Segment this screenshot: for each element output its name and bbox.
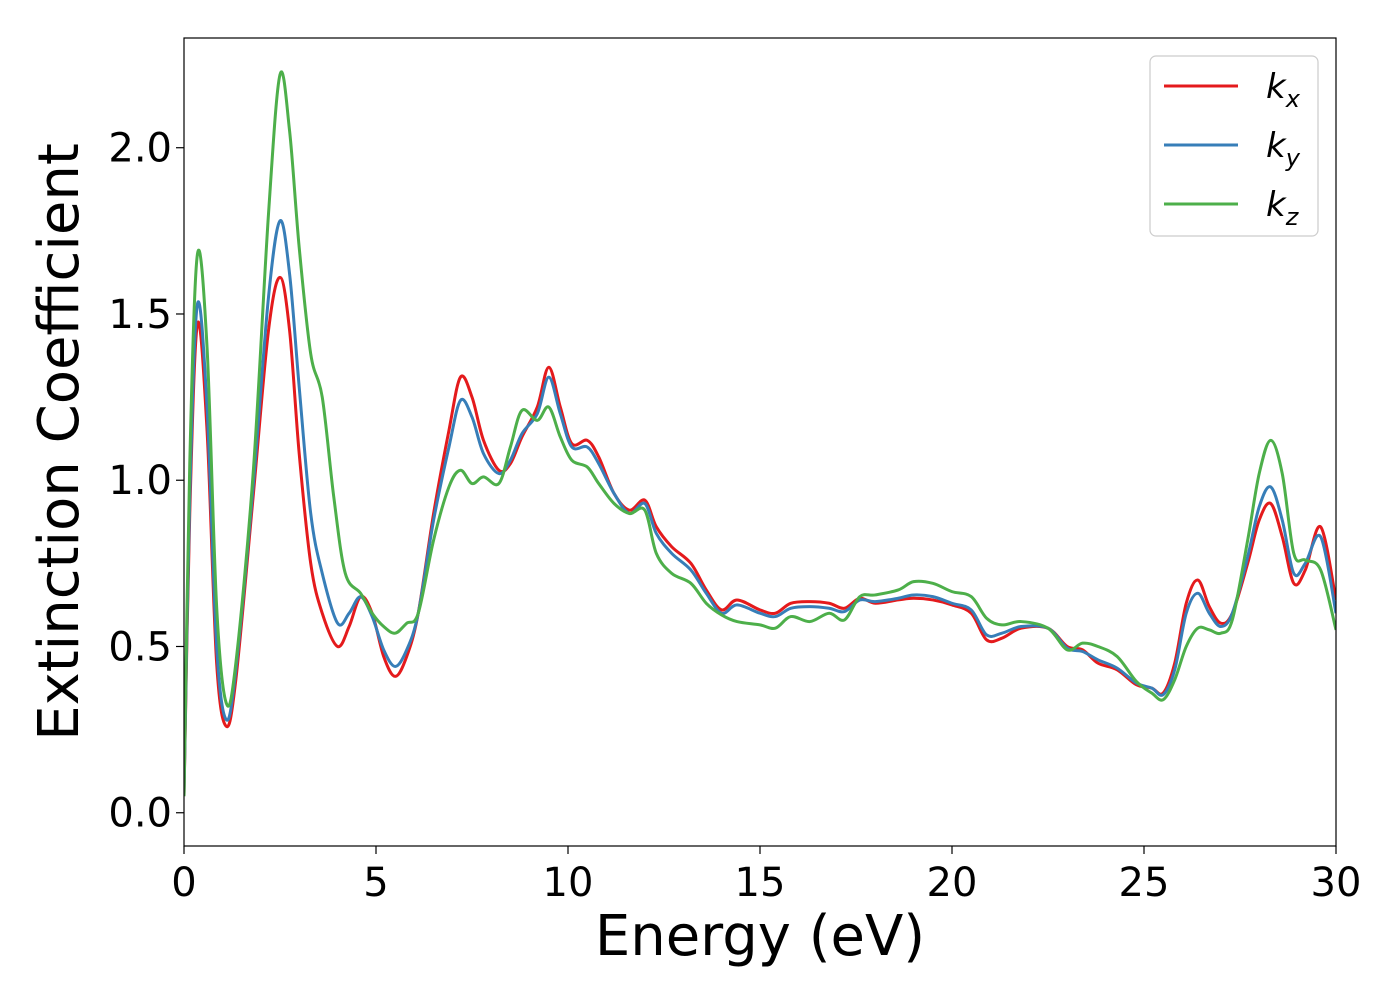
x-tick-label: 10 bbox=[543, 860, 594, 906]
x-tick-label: 15 bbox=[735, 860, 786, 906]
legend-label-z: kz bbox=[1266, 185, 1300, 231]
y-tick-label: 0.5 bbox=[108, 624, 172, 670]
y-tick-label: 0.0 bbox=[108, 791, 172, 837]
y-tick-label: 1.5 bbox=[108, 292, 172, 338]
x-tick-label: 25 bbox=[1119, 860, 1170, 906]
x-tick-label: 0 bbox=[171, 860, 196, 906]
x-axis-ticks: 0 5 10 15 20 25 30 bbox=[171, 846, 1361, 906]
legend-label-y: ky bbox=[1266, 126, 1301, 172]
y-tick-label: 2.0 bbox=[108, 126, 172, 172]
series-line-y bbox=[184, 219, 1336, 797]
series-line-z bbox=[184, 70, 1336, 797]
series-line-x bbox=[184, 275, 1336, 797]
x-axis-title: Energy (eV) bbox=[595, 904, 925, 969]
x-tick-label: 30 bbox=[1311, 860, 1362, 906]
y-tick-label: 1.0 bbox=[108, 458, 172, 504]
y-axis-ticks: 0.0 0.5 1.0 1.5 2.0 bbox=[108, 126, 184, 837]
x-tick-label: 5 bbox=[363, 860, 388, 906]
x-tick-label: 20 bbox=[927, 860, 978, 906]
legend-label-x: kx bbox=[1266, 67, 1301, 113]
y-axis-title: Extinction Coefficient bbox=[27, 143, 92, 741]
series-layer bbox=[184, 70, 1336, 797]
legend: kx ky kz bbox=[1149, 55, 1319, 237]
